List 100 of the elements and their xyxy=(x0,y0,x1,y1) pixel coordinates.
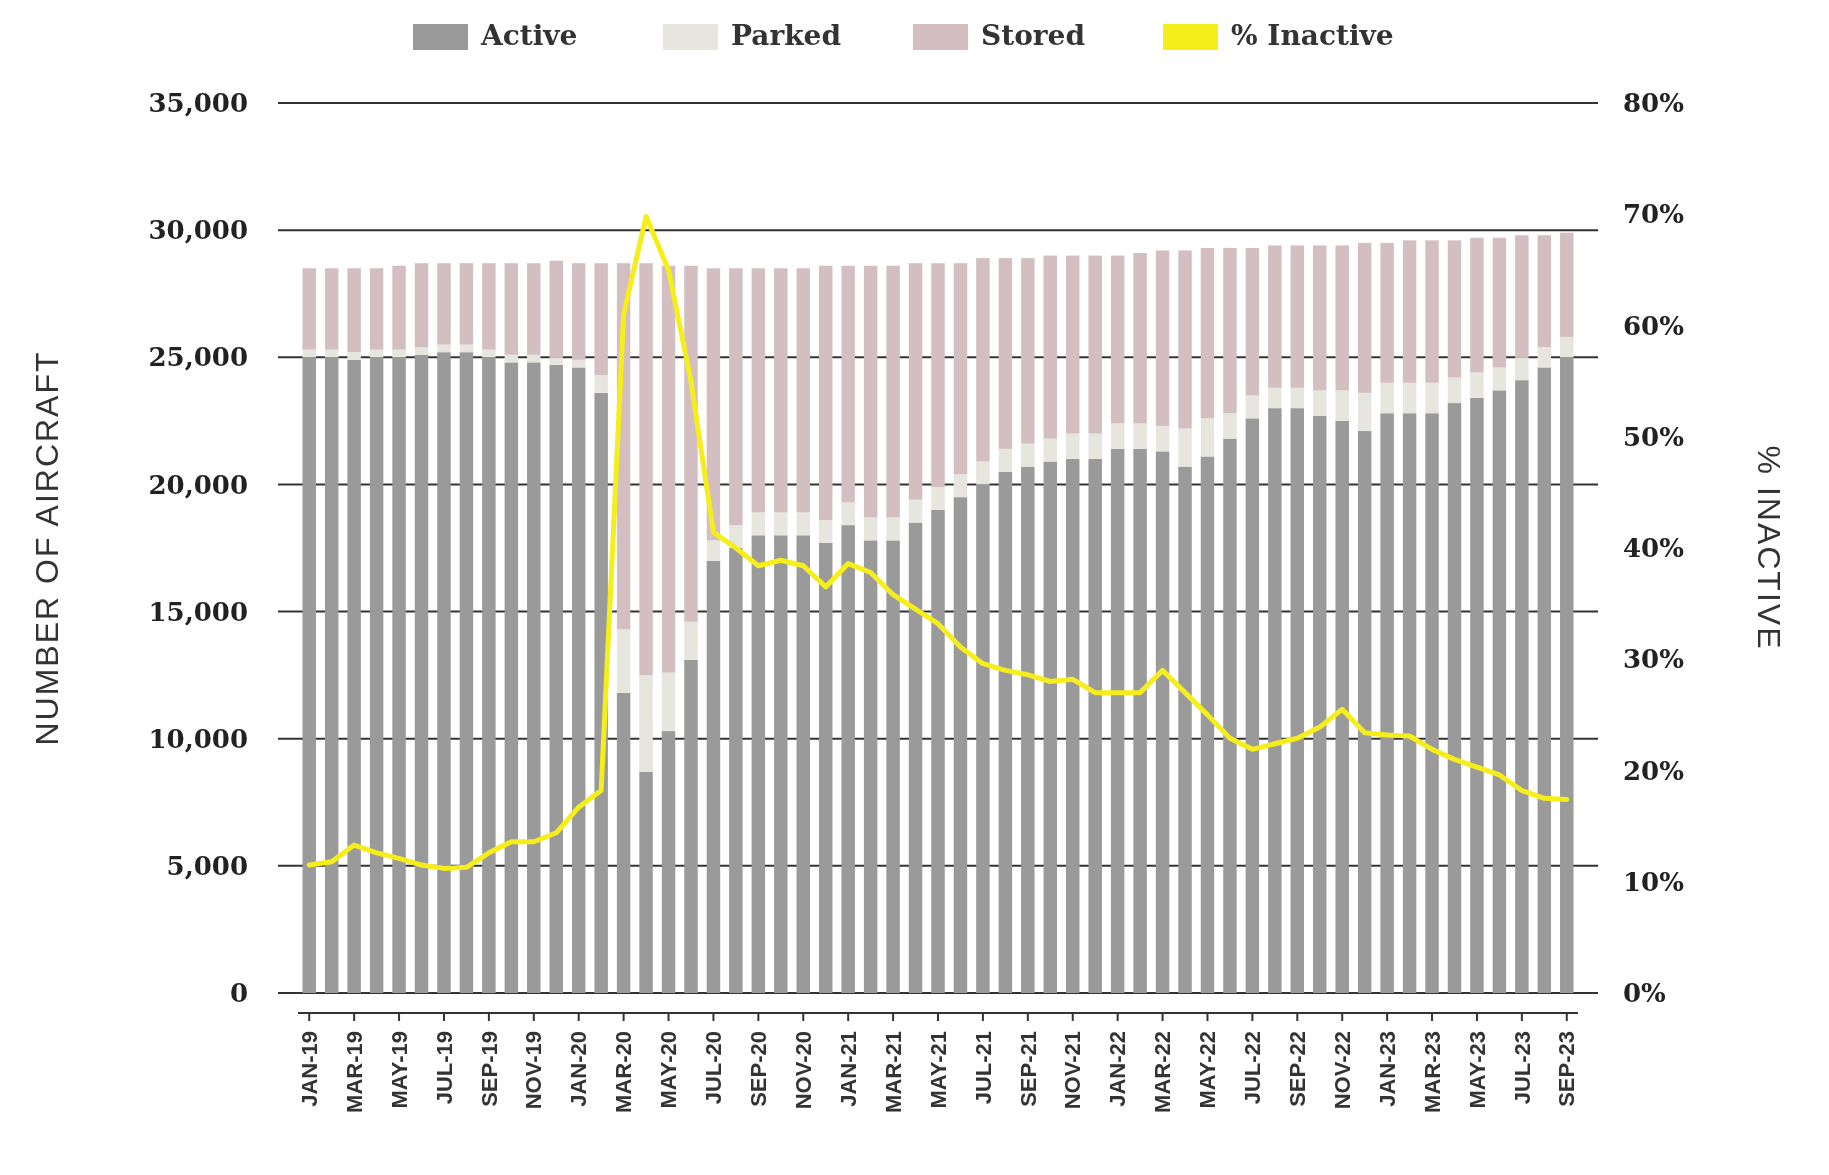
bar xyxy=(1021,443,1035,467)
y2-tick-label: 80% xyxy=(1623,88,1685,119)
bar xyxy=(931,509,945,993)
bar xyxy=(1560,336,1574,358)
bar xyxy=(886,540,900,993)
bar xyxy=(437,352,451,993)
bar xyxy=(863,540,878,993)
bar xyxy=(841,265,855,503)
bar xyxy=(1470,397,1484,993)
bar xyxy=(1133,423,1147,449)
bar xyxy=(684,659,698,993)
bar xyxy=(1200,456,1215,993)
bar xyxy=(1178,428,1192,467)
bar xyxy=(751,268,766,513)
bar xyxy=(1470,237,1484,373)
bar xyxy=(976,258,990,462)
bar xyxy=(1402,382,1417,414)
bar xyxy=(976,461,990,485)
y-axis-title: NUMBER OF AIRCRAFT xyxy=(29,350,65,746)
bar xyxy=(1223,413,1237,439)
bar xyxy=(1425,240,1439,383)
bar xyxy=(1470,372,1484,398)
bar xyxy=(1200,247,1215,419)
bar xyxy=(886,265,900,518)
bar xyxy=(482,263,496,350)
y2-tick-label: 0% xyxy=(1623,978,1667,1009)
y2-axis-title: % INACTIVE xyxy=(1751,445,1787,651)
x-tick-label: JUL-21 xyxy=(970,1031,996,1105)
y-tick-label: 10,000 xyxy=(148,723,248,754)
bar xyxy=(729,268,743,526)
y2-tick-label: 30% xyxy=(1623,644,1685,675)
bar xyxy=(1066,433,1080,459)
y2-tick-label: 40% xyxy=(1623,533,1685,564)
bar xyxy=(639,263,653,676)
y-tick-label: 25,000 xyxy=(148,342,248,373)
bar xyxy=(863,517,878,541)
bar xyxy=(1066,459,1080,993)
x-tick-label: MAY-21 xyxy=(925,1031,951,1109)
bar xyxy=(302,357,316,993)
bar xyxy=(796,268,810,513)
bar xyxy=(931,486,945,510)
x-tick-label: MAY-22 xyxy=(1195,1031,1221,1109)
bar xyxy=(908,263,923,500)
x-tick-label: MAR-21 xyxy=(880,1031,906,1113)
bar xyxy=(302,268,316,350)
bar xyxy=(594,392,608,993)
x-tick-label: JUL-20 xyxy=(701,1031,727,1105)
y2-tick-label: 60% xyxy=(1623,310,1685,341)
bar xyxy=(661,731,676,993)
bar xyxy=(1335,420,1349,993)
bar xyxy=(841,502,855,526)
bar xyxy=(571,367,586,993)
bar xyxy=(796,512,810,536)
bar xyxy=(1515,380,1529,993)
bar xyxy=(841,525,855,993)
bar xyxy=(1268,387,1282,409)
bar xyxy=(1447,403,1462,993)
bar xyxy=(751,512,766,536)
bar xyxy=(1492,367,1507,391)
bar xyxy=(1110,423,1125,449)
bar xyxy=(347,359,361,993)
bar xyxy=(1402,240,1417,383)
bar xyxy=(1223,247,1237,414)
bar xyxy=(729,548,743,993)
bar xyxy=(616,692,631,993)
bar xyxy=(1335,245,1349,391)
bar xyxy=(1245,395,1260,419)
bar xyxy=(1021,258,1035,444)
bar xyxy=(392,265,406,350)
bar xyxy=(459,263,474,345)
bar xyxy=(863,265,878,518)
legend-label: Active xyxy=(480,19,578,52)
bar xyxy=(549,357,563,365)
x-tick-label: JUL-22 xyxy=(1240,1031,1266,1105)
bar xyxy=(1088,433,1102,459)
bar xyxy=(774,268,788,513)
bar xyxy=(639,675,653,772)
bar xyxy=(1380,382,1394,414)
y-tick-label: 0 xyxy=(229,978,248,1009)
bar xyxy=(1290,245,1305,388)
bar xyxy=(392,357,406,993)
x-tick-label: SEP-19 xyxy=(476,1031,502,1107)
bar xyxy=(1515,357,1529,381)
x-tick-label: NOV-21 xyxy=(1060,1031,1086,1110)
bar xyxy=(774,535,788,993)
bar xyxy=(1133,448,1147,993)
bar xyxy=(1492,390,1507,993)
bar xyxy=(1178,250,1192,429)
bar xyxy=(392,349,406,358)
bar xyxy=(1043,255,1058,439)
y-tick-label: 15,000 xyxy=(148,596,248,627)
bar xyxy=(1515,235,1529,358)
y2-tick-label: 70% xyxy=(1623,199,1685,230)
x-tick-label: SEP-21 xyxy=(1015,1031,1041,1107)
legend-label: % Inactive xyxy=(1231,19,1394,52)
bar xyxy=(1043,461,1058,993)
x-tick-label: NOV-20 xyxy=(790,1031,816,1110)
bar xyxy=(324,357,339,993)
bar xyxy=(1425,382,1439,414)
bar xyxy=(1335,390,1349,421)
